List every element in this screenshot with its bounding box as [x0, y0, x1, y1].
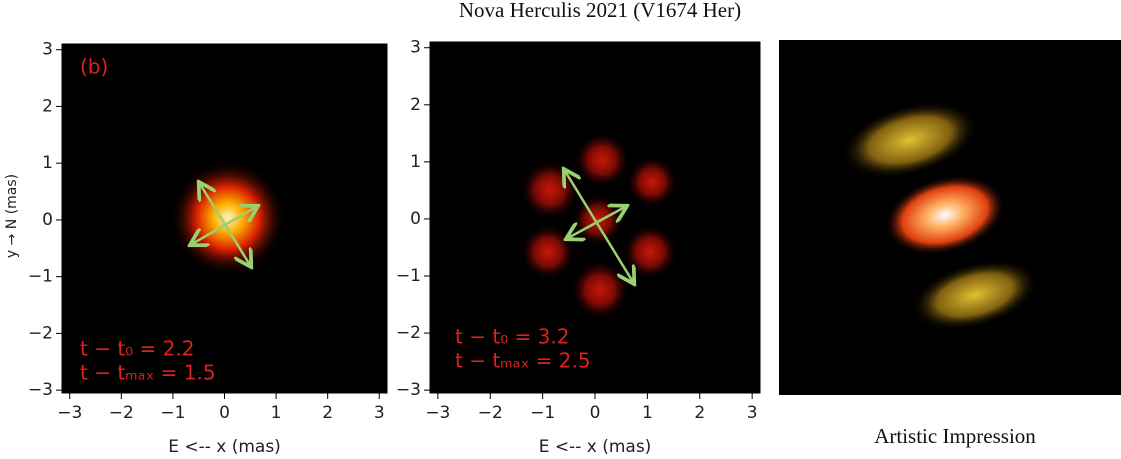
y-tick-label: −3 [28, 380, 53, 400]
x-tick-label: −2 [109, 403, 134, 423]
y-tick-label: −2 [396, 323, 421, 343]
emission-blob [626, 156, 678, 208]
y-tick-label: −3 [396, 380, 421, 400]
emission-blob [572, 194, 624, 246]
emission-blob [570, 260, 630, 320]
x-tick-label: −3 [425, 403, 450, 423]
y-tick-label: 0 [410, 209, 421, 229]
y-tick-label: −1 [396, 266, 421, 286]
x-tick-label: −3 [57, 403, 82, 423]
direction-arrow [595, 207, 626, 224]
y-tick-label: 1 [42, 153, 53, 173]
x-tick-label: 0 [590, 403, 601, 423]
emission-blob [622, 224, 678, 280]
y-axis-label: y → N (mas) [4, 174, 20, 258]
x-tick-label: −1 [160, 403, 185, 423]
x-tick-label: 2 [694, 403, 705, 423]
y-tick-label: 3 [410, 38, 421, 58]
emission-blob [520, 160, 580, 220]
x-tick-label: 3 [747, 403, 758, 423]
annotation: t − t₀ = 3.2 [455, 325, 569, 349]
direction-arrow [223, 223, 250, 266]
y-tick-label: −1 [28, 267, 53, 287]
y-tick-label: 2 [42, 96, 53, 116]
direction-arrow [200, 184, 227, 226]
direction-arrow [568, 221, 598, 239]
y-tick-label: 0 [42, 210, 53, 230]
x-axis-label: E <-- x (mas) [168, 437, 281, 457]
emission-blob [520, 224, 576, 280]
x-axis-label: E <-- x (mas) [539, 437, 652, 457]
annotation: t − t₀ = 2.2 [80, 337, 194, 361]
annotation: t − tₘₐₓ = 2.5 [455, 349, 591, 373]
emission-blob [574, 132, 630, 188]
annotation: t − tₘₐₓ = 1.5 [80, 361, 216, 385]
direction-arrow [597, 225, 633, 283]
x-tick-label: 2 [322, 403, 333, 423]
caption: Artistic Impression [874, 424, 1036, 448]
y-tick-label: 2 [410, 95, 421, 115]
y-tick-label: 3 [42, 40, 53, 60]
y-tick-label: 1 [410, 152, 421, 172]
x-tick-label: −2 [478, 403, 503, 423]
x-tick-label: 1 [271, 403, 282, 423]
direction-arrow [565, 171, 601, 228]
x-tick-label: 0 [219, 403, 230, 423]
annotation: (b) [80, 55, 108, 79]
x-tick-label: 1 [642, 403, 653, 423]
x-tick-label: 3 [374, 403, 385, 423]
y-tick-label: −2 [28, 323, 53, 343]
figure-title: Nova Herculis 2021 (V1674 Her) [459, 0, 741, 22]
emission-blob [170, 160, 286, 276]
direction-arrow [223, 207, 256, 227]
direction-arrow [192, 224, 225, 245]
x-tick-label: −1 [530, 403, 555, 423]
artistic-impression [779, 40, 1121, 395]
